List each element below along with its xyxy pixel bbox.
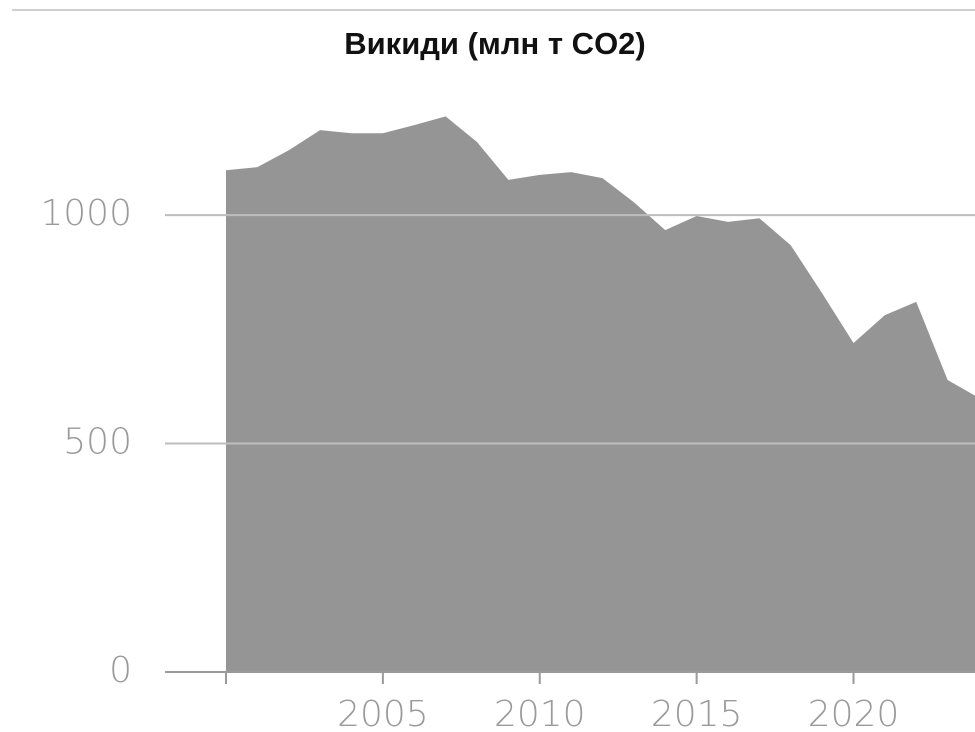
x-tick-label: 2005: [337, 694, 429, 732]
area: [226, 116, 975, 672]
x-tick-label: 2010: [494, 694, 586, 732]
chart-title: Викиди (млн т CO2): [344, 26, 646, 61]
y-tick-label: 1000: [40, 193, 132, 234]
x-tick-label: 2020: [808, 694, 900, 732]
y-tick-label: 500: [63, 422, 132, 463]
y-tick-label: 0: [109, 650, 132, 691]
x-tick-label: 2015: [651, 694, 743, 732]
